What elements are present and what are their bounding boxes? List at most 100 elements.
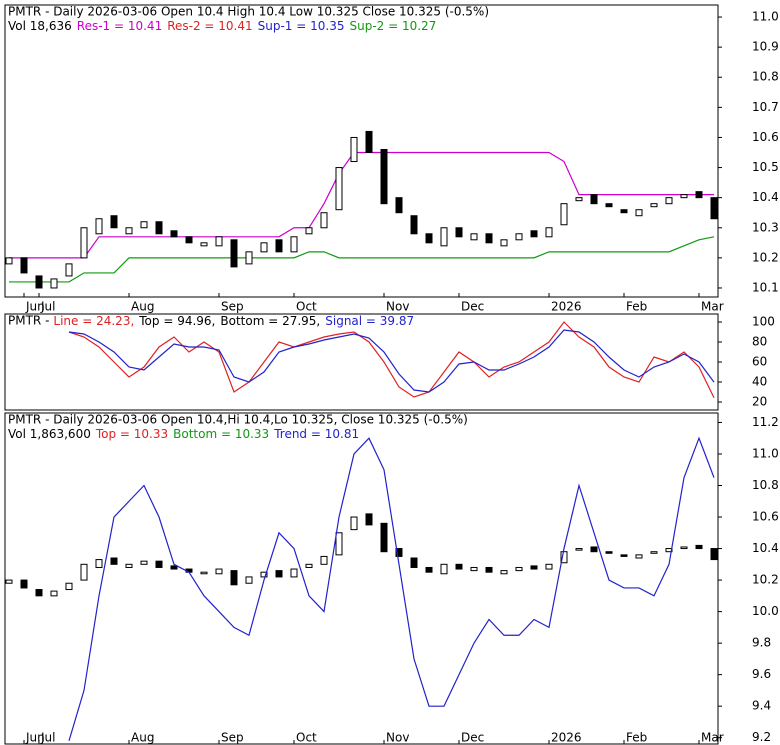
x-tick-label: 2026 <box>551 731 582 745</box>
y-tick-label: 10.0 <box>752 604 779 618</box>
candle <box>20 257 28 274</box>
trend-panel-frame <box>4 412 719 745</box>
candle <box>665 197 673 205</box>
candle <box>95 559 103 568</box>
y-tick-label: 11.2 <box>752 415 779 429</box>
y-tick-label: 100 <box>752 315 775 329</box>
legend-item: Sup-1 = 10.35 <box>258 19 345 33</box>
candle <box>155 221 163 235</box>
candle <box>110 557 118 565</box>
y-tick-label: 20 <box>752 395 767 409</box>
candle <box>380 522 388 553</box>
candle <box>500 239 508 247</box>
candle <box>275 570 283 578</box>
series-line <box>68 321 715 399</box>
y-tick-label: 10.6 <box>752 510 779 524</box>
candle <box>260 242 268 253</box>
candle <box>440 563 448 575</box>
candle <box>335 532 343 556</box>
panel-legend: Vol 18,636 Res-1 = 10.41 Res-2 = 10.41 Sup-… <box>8 19 436 33</box>
candle <box>110 215 118 229</box>
y-tick-label: 10.6 <box>752 130 779 144</box>
candle <box>5 257 13 265</box>
y-tick-label: 10.4 <box>752 190 779 204</box>
x-tick-label: Jun <box>25 731 45 745</box>
x-tick-label: 2026 <box>551 300 582 314</box>
candle <box>290 236 298 253</box>
candle <box>485 566 493 573</box>
candle <box>260 571 268 578</box>
candle <box>650 203 658 208</box>
candle <box>590 546 598 553</box>
candle <box>365 513 373 526</box>
x-tick-label: Nov <box>386 731 409 745</box>
y-tick-label: 9.2 <box>752 730 771 744</box>
legend-item: Sup-2 = 10.27 <box>349 19 436 33</box>
legend-item: Bottom = 10.33 <box>173 427 269 441</box>
candle <box>335 167 343 211</box>
candle <box>170 230 178 238</box>
x-tick-label: Nov <box>386 300 409 314</box>
x-tick-label: Dec <box>461 731 484 745</box>
candle <box>425 233 433 244</box>
candle <box>530 230 538 238</box>
series-line <box>68 329 715 393</box>
x-tick-label: Aug <box>131 300 154 314</box>
legend-item: Top = 10.33 <box>95 427 168 441</box>
candle <box>500 570 508 575</box>
candle <box>485 233 493 244</box>
candle <box>680 194 688 199</box>
legend-item: Trend = 10.81 <box>273 427 359 441</box>
y-tick-label: 11.0 <box>752 10 779 24</box>
x-tick-label: Sep <box>221 731 244 745</box>
candle <box>515 566 523 572</box>
candle <box>395 197 403 214</box>
candle <box>290 568 298 578</box>
panel-title: PMTR - Daily 2026-03-06 Open 10.4 High 1… <box>8 5 489 19</box>
legend-item: Line = 24.23, <box>53 314 134 328</box>
candle <box>620 209 628 214</box>
candle <box>650 551 658 554</box>
series-line <box>9 236 715 283</box>
candle <box>305 227 313 235</box>
x-tick-label: Mar <box>701 731 724 745</box>
candle <box>545 563 553 570</box>
panel-title: PMTR - <box>8 314 49 328</box>
x-tick-label: Sep <box>221 300 244 314</box>
candle <box>635 554 643 559</box>
candle <box>470 566 478 572</box>
candle <box>80 563 88 581</box>
candle <box>305 563 313 568</box>
candle <box>230 570 238 586</box>
candle <box>350 516 358 531</box>
candle <box>545 227 553 238</box>
legend-item: Top = 94.96, <box>138 314 215 328</box>
candle <box>245 251 253 265</box>
y-tick-label: 10.8 <box>752 478 779 492</box>
candle <box>590 194 598 205</box>
candle <box>560 203 568 226</box>
candle <box>245 576 253 584</box>
candle <box>575 197 583 202</box>
candle <box>575 548 583 551</box>
candle <box>635 209 643 217</box>
candle <box>185 236 193 244</box>
candle <box>515 233 523 241</box>
subtitle: Vol 18,636 <box>8 19 72 33</box>
y-tick-label: 10.5 <box>752 160 779 174</box>
candle <box>215 236 223 247</box>
candle <box>95 218 103 235</box>
series-line <box>68 436 715 742</box>
candle <box>695 191 703 199</box>
candle <box>35 589 43 597</box>
candle <box>65 582 73 591</box>
candle <box>620 554 628 557</box>
candle <box>50 278 58 289</box>
candle <box>710 197 718 220</box>
y-tick-label: 10.2 <box>752 250 779 264</box>
candle <box>710 548 718 561</box>
y-tick-label: 10.1 <box>752 280 779 294</box>
candle <box>140 560 148 565</box>
x-tick-label: Jun <box>25 300 45 314</box>
